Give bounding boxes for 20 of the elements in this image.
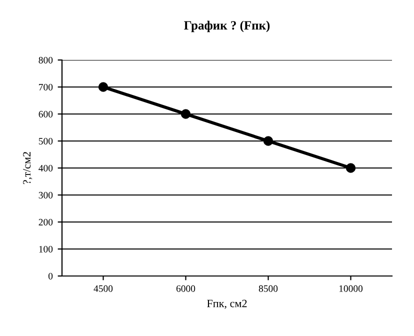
point	[98, 82, 108, 92]
x-tick-label: 8500	[258, 285, 278, 292]
y-tick-label: 300	[38, 192, 53, 198]
x-tick-label: 6000	[176, 285, 196, 292]
y-tick-label: 400	[38, 164, 53, 172]
y-tick-label: 0	[48, 272, 53, 280]
point	[263, 136, 274, 146]
y-tick-label: 200	[38, 218, 53, 226]
point	[180, 109, 191, 119]
x-axis-title: Fпк, см2	[207, 300, 247, 309]
x-tick-label: 10000	[339, 285, 363, 292]
y-tick-label: 500	[38, 138, 53, 144]
y-tick-label: 800	[38, 56, 53, 64]
chart-title: График ? (Fпк)	[184, 20, 270, 32]
point	[346, 163, 356, 173]
y-axis-title: ?,т/см2	[23, 152, 32, 184]
x-tick-label: 4500	[94, 285, 113, 292]
y-tick-label: 100	[39, 246, 53, 252]
y-tick-label: 700	[39, 84, 53, 90]
y-tick-label: 600	[38, 110, 53, 118]
